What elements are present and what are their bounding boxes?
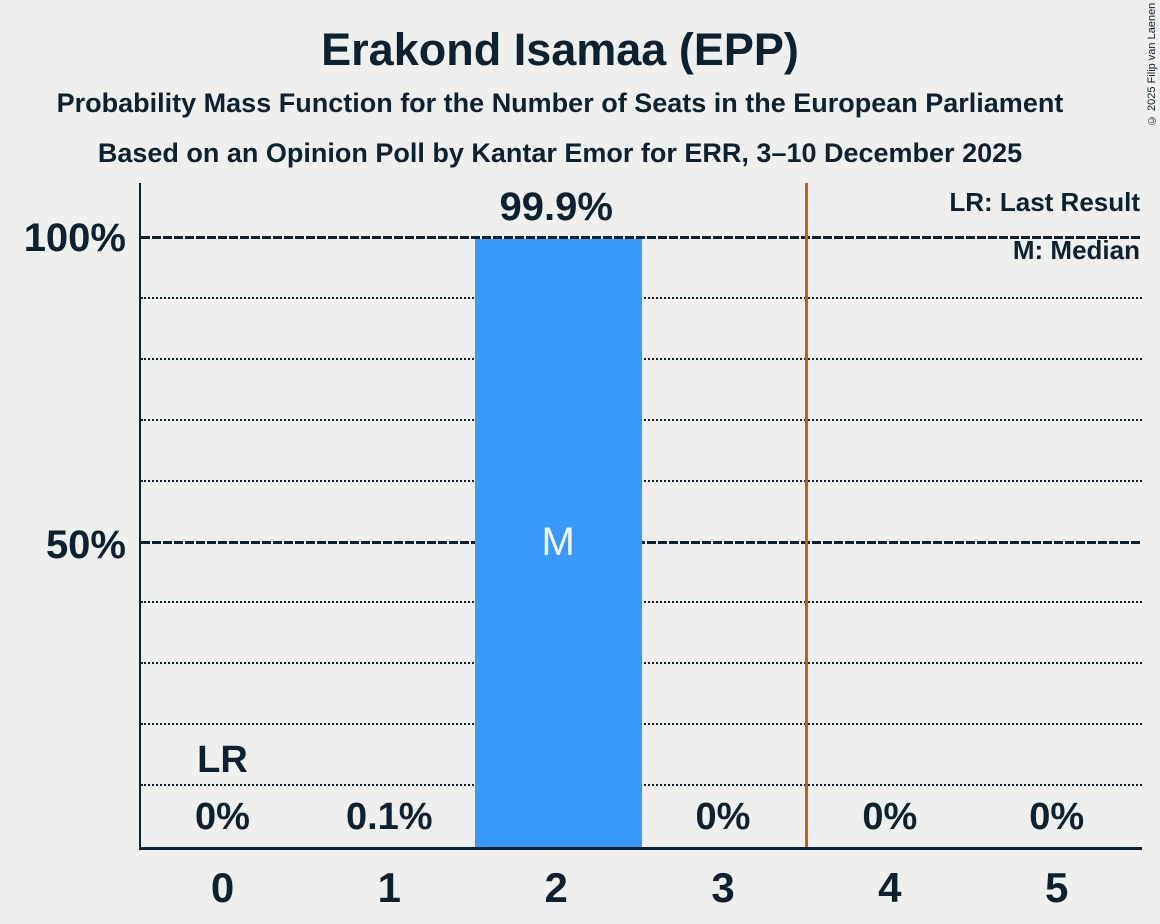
chart-title: Erakond Isamaa (EPP) xyxy=(321,24,799,75)
x-axis-label-0: 0 xyxy=(210,864,235,911)
bar-value-label-5: 0% xyxy=(1029,796,1085,838)
legend-median: M: Median xyxy=(1012,235,1140,265)
plot-area: M xyxy=(139,183,1142,850)
bar-value-label-1: 0.1% xyxy=(345,796,433,838)
last-result-marker: LR xyxy=(197,739,248,781)
y-axis-label-100: 100% xyxy=(23,216,126,260)
bar-value-label-3: 0% xyxy=(695,796,751,838)
median-marker: M xyxy=(541,520,575,564)
bar-value-label-2: 99.9% xyxy=(499,185,613,229)
x-axis-label-2: 2 xyxy=(544,864,568,911)
bar-value-label-4: 0% xyxy=(862,796,918,838)
legend-last-result: LR: Last Result xyxy=(949,187,1140,217)
copyright-notice: © 2025 Filip van Laenen xyxy=(1146,2,1158,126)
x-axis-label-4: 4 xyxy=(878,864,902,911)
x-axis-label-3: 3 xyxy=(711,864,735,911)
bar-seats-2 xyxy=(474,238,642,847)
x-axis-label-1: 1 xyxy=(377,864,401,911)
gridline-100 xyxy=(141,236,1142,239)
bar-value-label-0: 0% xyxy=(195,796,250,838)
threshold-line xyxy=(804,183,808,847)
x-axis-label-5: 5 xyxy=(1045,864,1069,911)
y-axis-label-50: 50% xyxy=(45,523,126,567)
chart-subtitle-source: Based on an Opinion Poll by Kantar Emor … xyxy=(97,138,1023,168)
chart-subtitle: Probability Mass Function for the Number… xyxy=(56,88,1064,118)
